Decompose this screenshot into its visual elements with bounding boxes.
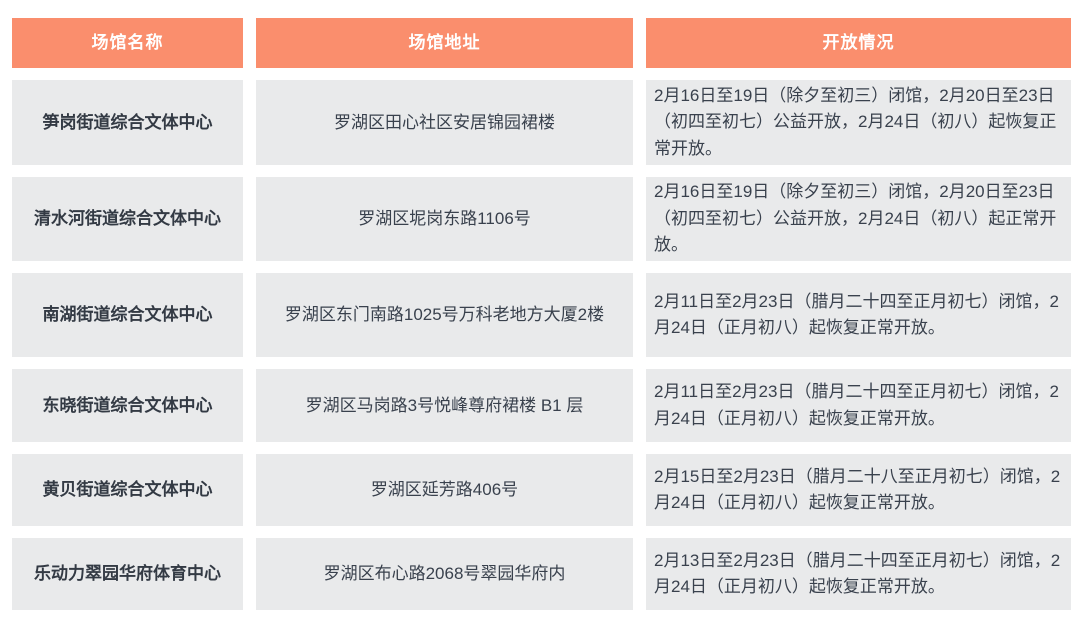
venue-name-cell: 南湖街道综合文体中心 — [12, 273, 243, 357]
venue-name-cell: 乐动力翠园华府体育中心 — [12, 538, 243, 610]
venue-address-cell: 罗湖区田心社区安居锦园裙楼 — [256, 80, 633, 165]
venue-name-cell: 笋岗街道综合文体中心 — [12, 80, 243, 165]
venue-name-cell: 东晓街道综合文体中心 — [12, 369, 243, 442]
venue-address-cell: 罗湖区坭岗东路1106号 — [256, 177, 633, 261]
venue-status-cell: 2月11日至2月23日（腊月二十四至正月初七）闭馆，2月24日（正月初八）起恢复… — [646, 273, 1071, 357]
venue-address-cell: 罗湖区东门南路1025号万科老地方大厦2楼 — [256, 273, 633, 357]
column-header-venue-address: 场馆地址 — [256, 18, 633, 68]
venue-address-cell: 罗湖区延芳路406号 — [256, 454, 633, 526]
table-grid: 场馆名称 场馆地址 开放情况 笋岗街道综合文体中心 罗湖区田心社区安居锦园裙楼 … — [12, 18, 1071, 610]
venue-status-cell: 2月11日至2月23日（腊月二十四至正月初七）闭馆，2月24日（正月初八）起恢复… — [646, 369, 1071, 442]
venue-status-cell: 2月16日至19日（除夕至初三）闭馆，2月20日至23日（初四至初七）公益开放，… — [646, 177, 1071, 261]
venue-status-cell: 2月13日至2月23日（腊月二十四至正月初七）闭馆，2月24日（正月初八）起恢复… — [646, 538, 1071, 610]
column-header-venue-name: 场馆名称 — [12, 18, 243, 68]
venue-address-cell: 罗湖区马岗路3号悦峰尊府裙楼 B1 层 — [256, 369, 633, 442]
venue-name-cell: 清水河街道综合文体中心 — [12, 177, 243, 261]
venue-name-cell: 黄贝街道综合文体中心 — [12, 454, 243, 526]
venue-address-cell: 罗湖区布心路2068号翠园华府内 — [256, 538, 633, 610]
venue-status-cell: 2月15日至2月23日（腊月二十八至正月初七）闭馆，2月24日（正月初八）起恢复… — [646, 454, 1071, 526]
column-header-opening-status: 开放情况 — [646, 18, 1071, 68]
venue-status-cell: 2月16日至19日（除夕至初三）闭馆，2月20日至23日（初四至初七）公益开放，… — [646, 80, 1071, 165]
